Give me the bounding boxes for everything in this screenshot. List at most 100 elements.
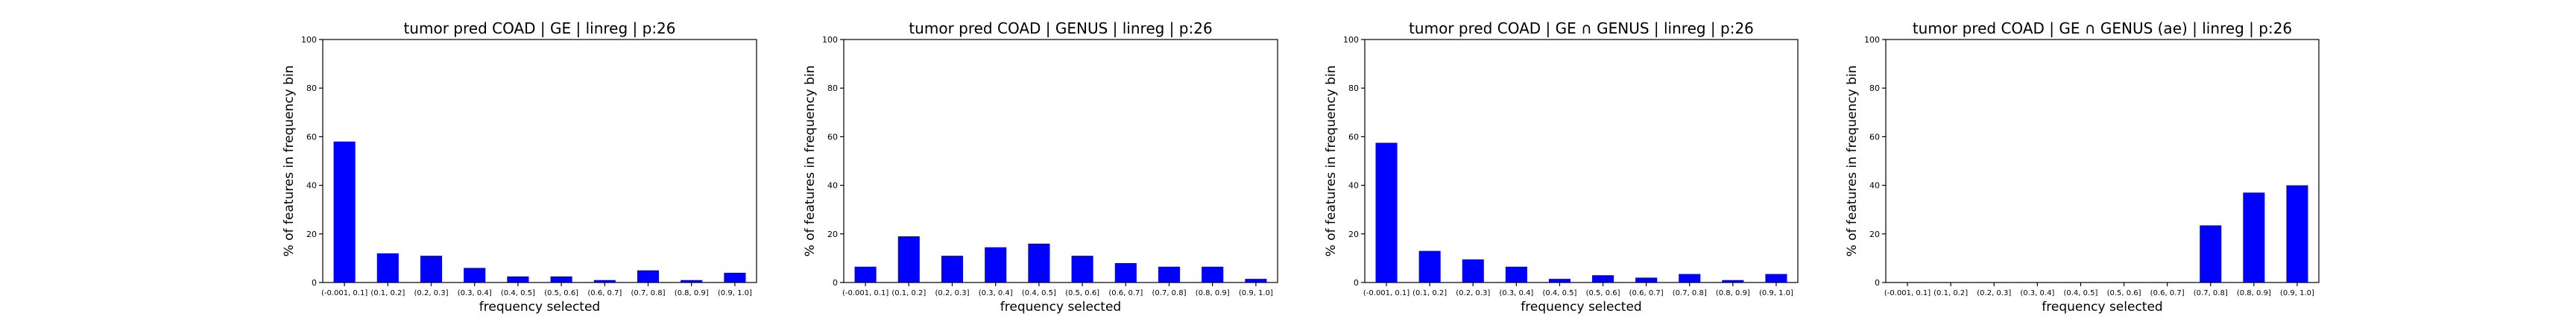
bar — [1375, 142, 1398, 282]
y-tick-label: 20 — [1348, 230, 1359, 239]
x-tick-label: (-0.001, 0.1] — [842, 289, 888, 297]
bar — [2243, 192, 2265, 282]
y-tick-label: 20 — [1869, 230, 1880, 239]
y-axis-label: % of features in frequency bin — [1845, 66, 1860, 257]
chart-title: tumor pred COAD | GE ∩ GENUS | linreg | … — [1409, 19, 1754, 37]
bar — [1418, 250, 1441, 282]
x-tick-label: (0.7, 0.8] — [1152, 289, 1187, 297]
x-tick-label: (0.1, 0.2] — [370, 289, 405, 297]
x-tick-label: (0.5, 0.6] — [1586, 289, 1620, 297]
y-tick-label: 80 — [827, 83, 838, 93]
chart-panel-1: 0 20 40 60 80 100 (-0.001, 0.1] (0.1, 0.2] (0.2,… — [282, 19, 757, 315]
x-tick-label: (0.7, 0.8] — [2194, 289, 2228, 297]
x-tick-label: (0.6, 0.7] — [2150, 289, 2185, 297]
bar — [724, 272, 746, 282]
bar — [897, 236, 920, 282]
x-tick-label: (0.1, 0.2] — [1412, 289, 1447, 297]
bar — [637, 270, 660, 282]
bar — [1158, 266, 1181, 282]
x-tick-label: (0.6, 0.7] — [587, 289, 622, 297]
y-tick-label: 60 — [1348, 132, 1359, 142]
x-tick-label: (0.1, 0.2] — [1933, 289, 1968, 297]
y-tick-label: 40 — [1348, 181, 1359, 191]
x-tick-label: (0.9, 1.0] — [718, 289, 752, 297]
x-tick-label: (0.5, 0.6] — [544, 289, 578, 297]
bar — [1071, 256, 1093, 282]
y-tick-label: 60 — [1869, 132, 1880, 142]
bar — [1548, 279, 1570, 282]
x-tick-label: (-0.001, 0.1] — [321, 289, 367, 297]
x-tick-label: (0.3, 0.4] — [979, 289, 1013, 297]
bar — [2286, 185, 2308, 282]
x-axis-label: frequency selected — [1000, 300, 1121, 315]
y-tick-label: 20 — [827, 230, 838, 239]
y-tick-label: 40 — [1869, 181, 1880, 191]
y-tick-label: 0 — [1875, 278, 1880, 288]
x-tick-label: (0.7, 0.8] — [1673, 289, 1707, 297]
x-tick-label: (0.4, 0.5] — [1542, 289, 1576, 297]
chart-panel-4: 0 20 40 60 80 100 (-0.001, 0.1] (0.1, 0.2] (0.2,… — [1845, 19, 2320, 315]
bar — [593, 280, 616, 282]
y-tick-label: 40 — [306, 181, 317, 191]
bar — [1202, 266, 1224, 282]
x-tick-label: (0.2, 0.3] — [1977, 289, 2011, 297]
bar — [854, 266, 877, 282]
x-tick-label: (0.3, 0.4] — [2020, 289, 2054, 297]
plot-frame — [322, 39, 757, 283]
x-tick-label: (0.2, 0.3] — [1456, 289, 1490, 297]
bar — [507, 276, 529, 282]
x-tick-label: (0.1, 0.2] — [891, 289, 926, 297]
bar — [1592, 275, 1614, 282]
x-tick-label: (0.8, 0.9] — [1196, 289, 1230, 297]
x-tick-label: (0.9, 1.0] — [2280, 289, 2314, 297]
y-tick-label: 80 — [306, 83, 317, 93]
x-tick-label: (0.5, 0.6] — [2107, 289, 2141, 297]
y-tick-label: 100 — [1343, 35, 1359, 45]
bar — [1679, 274, 1701, 282]
y-tick-label: 100 — [822, 35, 838, 45]
chart-panel-3: 0 20 40 60 80 100 (-0.001, 0.1] (0.1, 0.2] (0.2,… — [1324, 19, 1799, 315]
bar — [550, 276, 572, 282]
plot-frame — [843, 39, 1278, 283]
plot-frame — [1885, 39, 2320, 283]
chart-title: tumor pred COAD | GENUS | linreg | p:26 — [909, 19, 1212, 37]
bar — [681, 280, 703, 282]
x-tick-label: (0.2, 0.3] — [414, 289, 449, 297]
y-tick-label: 80 — [1869, 83, 1880, 93]
y-tick-label: 0 — [312, 278, 317, 288]
x-tick-label: (-0.001, 0.1] — [1884, 289, 1931, 297]
y-axis-label: % of features in frequency bin — [282, 66, 297, 257]
plot-frame — [1364, 39, 1799, 283]
x-tick-label: (0.4, 0.5] — [501, 289, 535, 297]
y-axis-label: % of features in frequency bin — [803, 66, 818, 257]
x-tick-label: (0.2, 0.3] — [935, 289, 970, 297]
x-tick-label: (0.8, 0.9] — [1716, 289, 1750, 297]
y-tick-label: 100 — [301, 35, 317, 45]
x-tick-label: (0.5, 0.6] — [1065, 289, 1099, 297]
bar — [376, 253, 399, 282]
x-tick-label: (0.9, 1.0] — [1239, 289, 1273, 297]
bar — [1635, 277, 1658, 282]
x-tick-label: (0.3, 0.4] — [458, 289, 492, 297]
bar — [941, 256, 964, 282]
chart-title: tumor pred COAD | GE ∩ GENUS (ae) | linr… — [1913, 19, 2292, 37]
chart-title: tumor pred COAD | GE | linreg | p:26 — [403, 19, 675, 37]
bar — [1765, 274, 1787, 282]
y-axis-label: % of features in frequency bin — [1324, 66, 1339, 257]
chart-panel-2: 0 20 40 60 80 100 (-0.001, 0.1] (0.1, 0.2] (0.2,… — [803, 19, 1278, 315]
y-tick-label: 60 — [827, 132, 838, 142]
bar — [985, 247, 1007, 282]
x-tick-label: (0.8, 0.9] — [675, 289, 709, 297]
bar — [420, 256, 443, 282]
bar — [1505, 266, 1527, 282]
x-tick-label: (0.7, 0.8] — [631, 289, 666, 297]
y-tick-label: 80 — [1348, 83, 1359, 93]
bar — [1028, 243, 1050, 282]
x-axis-label: frequency selected — [1521, 300, 1641, 315]
bar — [1462, 259, 1484, 282]
x-tick-label: (0.4, 0.5] — [2063, 289, 2097, 297]
x-tick-label: (0.9, 1.0] — [1759, 289, 1793, 297]
x-tick-label: (0.6, 0.7] — [1629, 289, 1664, 297]
x-tick-label: (0.4, 0.5] — [1022, 289, 1056, 297]
bar — [2200, 225, 2222, 282]
